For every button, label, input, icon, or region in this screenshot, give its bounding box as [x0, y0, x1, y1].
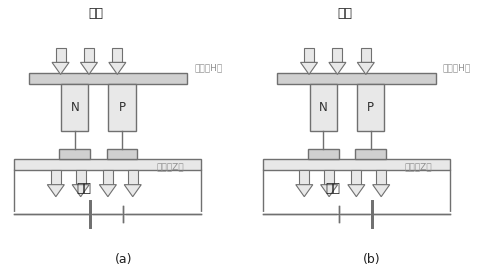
Bar: [14, 159, 201, 170]
Polygon shape: [357, 63, 374, 75]
Polygon shape: [99, 185, 116, 197]
Text: 制冷（H）: 制冷（H）: [194, 64, 223, 73]
Bar: [61, 84, 89, 131]
Polygon shape: [109, 63, 126, 75]
Text: P: P: [119, 101, 126, 114]
Bar: [59, 149, 90, 159]
Bar: [263, 159, 450, 170]
Bar: [103, 170, 113, 185]
Bar: [108, 84, 136, 131]
Bar: [277, 73, 436, 84]
Polygon shape: [329, 63, 346, 75]
Bar: [324, 170, 334, 185]
Polygon shape: [72, 185, 89, 197]
Bar: [308, 149, 339, 159]
Polygon shape: [348, 185, 365, 197]
Bar: [76, 170, 86, 185]
Bar: [376, 170, 386, 185]
Bar: [355, 149, 386, 159]
Bar: [128, 170, 138, 185]
Polygon shape: [300, 63, 318, 75]
Bar: [112, 48, 122, 63]
Text: N: N: [319, 101, 328, 114]
Bar: [51, 170, 61, 185]
Bar: [304, 48, 314, 63]
Text: 制热（Z）: 制热（Z）: [156, 162, 184, 171]
Text: 吸热: 吸热: [325, 182, 340, 195]
Bar: [84, 48, 94, 63]
Text: P: P: [367, 101, 374, 114]
Text: 制冷（Z）: 制冷（Z）: [405, 162, 433, 171]
Bar: [351, 170, 361, 185]
Text: N: N: [70, 101, 79, 114]
Polygon shape: [373, 185, 390, 197]
Text: (b): (b): [363, 253, 381, 266]
Bar: [333, 48, 343, 63]
Text: 吸热: 吸热: [89, 7, 103, 20]
Bar: [309, 84, 337, 131]
Bar: [55, 48, 65, 63]
Polygon shape: [124, 185, 141, 197]
Bar: [299, 170, 309, 185]
Polygon shape: [321, 185, 338, 197]
Bar: [361, 48, 371, 63]
Polygon shape: [296, 185, 313, 197]
Text: 放热: 放热: [337, 7, 352, 20]
Polygon shape: [48, 185, 64, 197]
Text: 制热（H）: 制热（H）: [443, 64, 471, 73]
Polygon shape: [80, 63, 98, 75]
Bar: [357, 84, 384, 131]
Bar: [29, 73, 187, 84]
Polygon shape: [52, 63, 69, 75]
Bar: [107, 149, 138, 159]
Text: (a): (a): [114, 253, 132, 266]
Text: 放热: 放热: [77, 182, 92, 195]
